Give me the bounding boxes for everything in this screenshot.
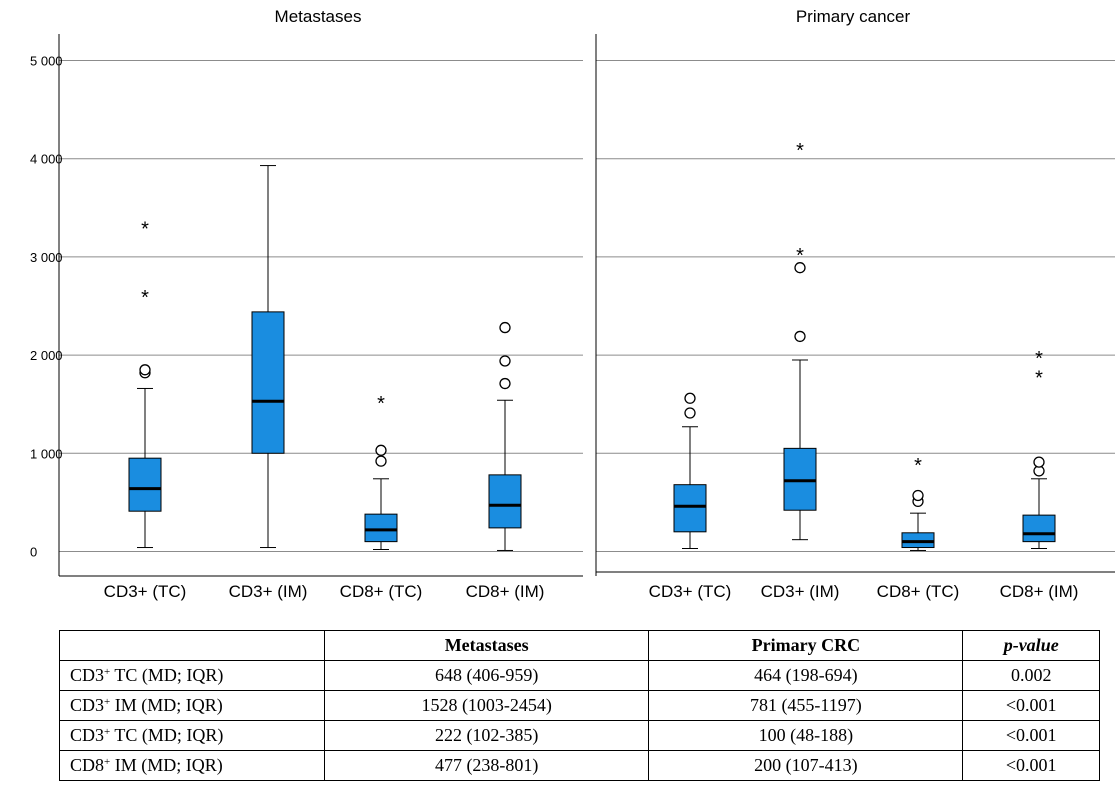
outlier-point bbox=[139, 364, 151, 376]
box bbox=[251, 311, 285, 454]
outlier-point bbox=[499, 355, 511, 367]
row-marker: CD3 bbox=[70, 695, 105, 715]
header-metastases: Metastases bbox=[324, 630, 650, 661]
extreme-point: * bbox=[1035, 348, 1043, 370]
outlier-point bbox=[794, 330, 806, 343]
y-tick-label: 1 000 bbox=[30, 446, 63, 461]
cell-metastases: 1528 (1003-2454) bbox=[324, 690, 650, 721]
row-marker: CD3 bbox=[70, 725, 105, 745]
outlier-point bbox=[499, 321, 511, 334]
summary-table: Metastases Primary CRC p-value CD3+ TC (… bbox=[58, 630, 1100, 781]
table-row: CD3+ TC (MD; IQR) 222 (102-385) 100 (48-… bbox=[58, 720, 1100, 751]
table-row: CD3+ IM (MD; IQR) 1528 (1003-2454) 781 (… bbox=[58, 690, 1100, 721]
row-sup: + bbox=[104, 726, 111, 738]
header-p-value-text: p-value bbox=[1003, 635, 1059, 655]
row-label-rest: IM (MD; IQR) bbox=[110, 695, 223, 715]
outlier-point bbox=[684, 407, 696, 419]
outlier-point bbox=[499, 377, 511, 390]
y-tick-label: 4 000 bbox=[30, 152, 63, 167]
category-label: CD8+ (IM) bbox=[466, 582, 545, 601]
panel-title: Metastases bbox=[275, 7, 362, 26]
extreme-point: * bbox=[914, 455, 922, 477]
cell-p-value: 0.002 bbox=[962, 660, 1100, 691]
row-sup: + bbox=[104, 756, 111, 768]
extreme-point: * bbox=[377, 393, 385, 415]
category-label: CD3+ (TC) bbox=[649, 582, 732, 601]
row-label-rest: TC (MD; IQR) bbox=[110, 725, 224, 745]
cell-p-value: <0.001 bbox=[962, 750, 1100, 781]
outlier-point bbox=[1033, 456, 1045, 468]
cell-metastases: 648 (406-959) bbox=[324, 660, 650, 691]
box bbox=[673, 484, 707, 533]
category-label: CD3+ (IM) bbox=[761, 582, 840, 601]
category-label: CD3+ (IM) bbox=[229, 582, 308, 601]
table-row: CD3+ TC (MD; IQR) 648 (406-959) 464 (198… bbox=[58, 660, 1100, 691]
header-primary-crc: Primary CRC bbox=[648, 630, 964, 661]
category-label: CD3+ (TC) bbox=[104, 582, 187, 601]
box bbox=[364, 513, 398, 543]
boxplot-charts: Metastases 0 1 000 2 000 3 000 4 000 5 000 CD3+… bbox=[30, 7, 1115, 601]
y-tick-label: 0 bbox=[30, 544, 37, 559]
y-tick-label: 3 000 bbox=[30, 250, 63, 265]
header-p-value: p-value bbox=[962, 630, 1100, 661]
table-header-row: Metastases Primary CRC p-value bbox=[58, 630, 1100, 661]
row-label: CD3+ IM (MD; IQR) bbox=[58, 690, 326, 721]
row-marker: CD3 bbox=[70, 665, 105, 685]
cell-primary: 200 (107-413) bbox=[648, 750, 964, 781]
box bbox=[488, 474, 522, 529]
row-marker: CD8 bbox=[70, 755, 105, 775]
box bbox=[1022, 514, 1056, 543]
cell-primary: 464 (198-694) bbox=[648, 660, 964, 691]
header-empty bbox=[58, 630, 326, 661]
panel-title: Primary cancer bbox=[796, 7, 911, 26]
box bbox=[128, 457, 162, 512]
row-sup: + bbox=[104, 696, 111, 708]
extreme-point: * bbox=[796, 245, 804, 267]
extreme-point: * bbox=[1035, 368, 1043, 390]
cell-primary: 100 (48-188) bbox=[648, 720, 964, 751]
extreme-point: * bbox=[141, 218, 149, 240]
category-label: CD8+ (TC) bbox=[340, 582, 423, 601]
extreme-point: * bbox=[141, 287, 149, 309]
outlier-point bbox=[684, 392, 696, 404]
cell-metastases: 222 (102-385) bbox=[324, 720, 650, 751]
outlier-point bbox=[375, 455, 387, 467]
outlier-point bbox=[912, 489, 924, 502]
row-label: CD3+ TC (MD; IQR) bbox=[58, 660, 326, 691]
cell-p-value: <0.001 bbox=[962, 720, 1100, 751]
row-label-rest: TC (MD; IQR) bbox=[110, 665, 224, 685]
y-tick-label: 5 000 bbox=[30, 54, 63, 69]
y-tick-label: 2 000 bbox=[30, 348, 63, 363]
row-label-rest: IM (MD; IQR) bbox=[110, 755, 223, 775]
cell-p-value: <0.001 bbox=[962, 690, 1100, 721]
category-label: CD8+ (TC) bbox=[877, 582, 960, 601]
outlier-point bbox=[375, 444, 387, 456]
row-label: CD8+ IM (MD; IQR) bbox=[58, 750, 326, 781]
cell-primary: 781 (455-1197) bbox=[648, 690, 964, 721]
cell-metastases: 477 (238-801) bbox=[324, 750, 650, 781]
table-row: CD8+ IM (MD; IQR) 477 (238-801) 200 (107… bbox=[58, 750, 1100, 781]
extreme-point: * bbox=[796, 140, 804, 162]
row-sup: + bbox=[104, 666, 111, 678]
category-label: CD8+ (IM) bbox=[1000, 582, 1079, 601]
outlier-point bbox=[794, 262, 806, 274]
row-label: CD3+ TC (MD; IQR) bbox=[58, 720, 326, 751]
